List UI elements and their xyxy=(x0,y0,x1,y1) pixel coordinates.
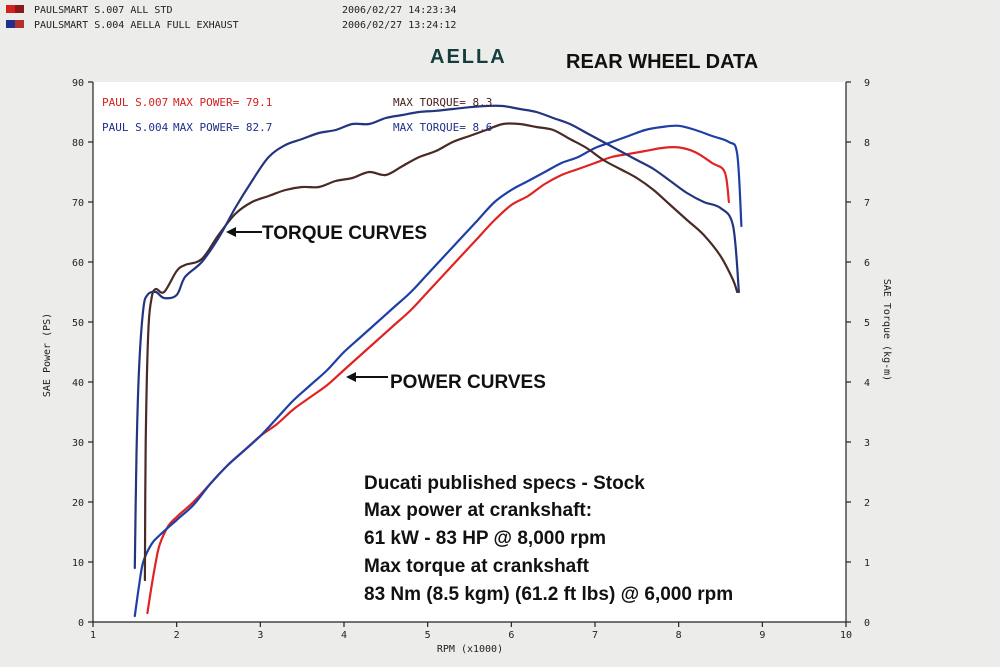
y-tick-label: 30 xyxy=(72,438,84,449)
spec-line-3: 61 kW - 83 HP @ 8,000 rpm xyxy=(364,528,606,549)
tick-marks xyxy=(88,81,851,627)
x-tick-label: 10 xyxy=(840,630,852,641)
power-annotation: POWER CURVES xyxy=(346,372,546,393)
y-tick-label: 80 xyxy=(72,138,84,149)
y2-tick-label: 9 xyxy=(864,78,870,89)
torque-arrowhead xyxy=(226,227,236,237)
y2-tick-label: 0 xyxy=(864,618,870,629)
power-curve-aella xyxy=(133,124,743,618)
y-axis-title: SAE Power (PS) xyxy=(42,313,53,397)
y-tick-label: 70 xyxy=(72,198,84,209)
torque-curves-label: TORQUE CURVES xyxy=(262,223,427,244)
stats-block: PAUL S.007 MAX POWER= 79.1 MAX TORQUE= 8… xyxy=(102,96,492,134)
header-legend: PAULSMART S.007 ALL STD 2006/02/27 14:23… xyxy=(6,5,456,31)
y2-tick-label: 6 xyxy=(864,258,870,269)
y-tick-label: 40 xyxy=(72,378,84,389)
legend-swatch-blue xyxy=(6,20,15,28)
y2-tick-label: 4 xyxy=(864,378,870,389)
y-tick-label: 0 xyxy=(78,618,84,629)
spec-line-2: Max power at crankshaft: xyxy=(364,500,592,521)
y-tick-label: 50 xyxy=(72,318,84,329)
x-tick-label: 2 xyxy=(174,630,180,641)
specs-block: Ducati published specs - Stock Max power… xyxy=(364,473,733,605)
spec-line-5: 83 Nm (8.5 kgm) (61.2 ft lbs) @ 6,000 rp… xyxy=(364,584,733,605)
x-tick-label: 3 xyxy=(257,630,263,641)
y2-tick-label: 5 xyxy=(864,318,870,329)
x-tick-label: 8 xyxy=(676,630,682,641)
y-tick-label: 10 xyxy=(72,558,84,569)
x-tick-label: 1 xyxy=(90,630,96,641)
y2-tick-label: 3 xyxy=(864,438,870,449)
stat-blue-run: PAUL S.004 xyxy=(102,121,169,134)
torque-annotation: TORQUE CURVES xyxy=(226,223,427,244)
spec-line-4: Max torque at crankshaft xyxy=(364,556,590,577)
y2-tick-label: 7 xyxy=(864,198,870,209)
y-tick-label: 90 xyxy=(72,78,84,89)
chart-title: REAR WHEEL DATA xyxy=(566,51,758,73)
y-tick-label: 60 xyxy=(72,258,84,269)
stat-red-max-torque: MAX TORQUE= 8.3 xyxy=(393,96,492,109)
legend-label-aella: PAULSMART S.004 AELLA FULL EXHAUST xyxy=(34,20,239,31)
x-tick-label: 5 xyxy=(425,630,431,641)
stat-red-run: PAUL S.007 xyxy=(102,96,168,109)
x-axis-title: RPM (x1000) xyxy=(437,644,503,655)
legend-timestamp-aella: 2006/02/27 13:24:12 xyxy=(342,20,456,31)
y2-tick-label: 8 xyxy=(864,138,870,149)
x-tick-label: 9 xyxy=(759,630,765,641)
stat-blue-max-power: MAX POWER= 82.7 xyxy=(173,121,272,134)
stat-red-max-power: MAX POWER= 79.1 xyxy=(173,96,272,109)
y-tick-label: 20 xyxy=(72,498,84,509)
stat-blue-max-torque: MAX TORQUE= 8.6 xyxy=(393,121,492,134)
y2-axis-title: SAE Torque (kg-m) xyxy=(881,279,892,381)
legend-swatch-red-2 xyxy=(15,5,24,13)
legend-swatch-red xyxy=(6,5,15,13)
legend-label-std: PAULSMART S.007 ALL STD xyxy=(34,5,172,16)
legend-timestamp-std: 2006/02/27 14:23:34 xyxy=(342,5,456,16)
brand-logo: AELLA xyxy=(430,46,507,68)
power-arrowhead xyxy=(346,372,356,382)
legend-swatch-blue-2 xyxy=(15,20,24,28)
x-tick-label: 4 xyxy=(341,630,347,641)
spec-line-1: Ducati published specs - Stock xyxy=(364,473,645,494)
axes xyxy=(92,82,847,623)
torque-curve-aella xyxy=(133,104,740,570)
y2-tick-label: 1 xyxy=(864,558,870,569)
x-tick-label: 7 xyxy=(592,630,598,641)
torque-curve-std xyxy=(143,122,739,582)
power-curves-label: POWER CURVES xyxy=(390,372,546,393)
series-group xyxy=(133,104,743,618)
x-tick-label: 6 xyxy=(508,630,514,641)
y2-tick-label: 2 xyxy=(864,498,870,509)
plot-area xyxy=(93,82,846,622)
